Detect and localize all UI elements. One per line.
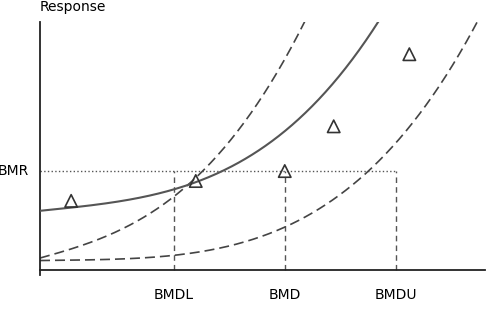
Text: BMDL: BMDL [154, 288, 194, 302]
Point [67, 198, 75, 203]
Point [406, 52, 413, 57]
Point [192, 178, 200, 183]
Text: Response: Response [40, 0, 106, 14]
Text: BMD: BMD [268, 288, 301, 302]
Point [330, 124, 338, 129]
Point [281, 168, 289, 173]
Text: BMR: BMR [0, 164, 29, 178]
Text: Dose: Dose [498, 264, 500, 277]
Text: BMDU: BMDU [375, 288, 417, 302]
